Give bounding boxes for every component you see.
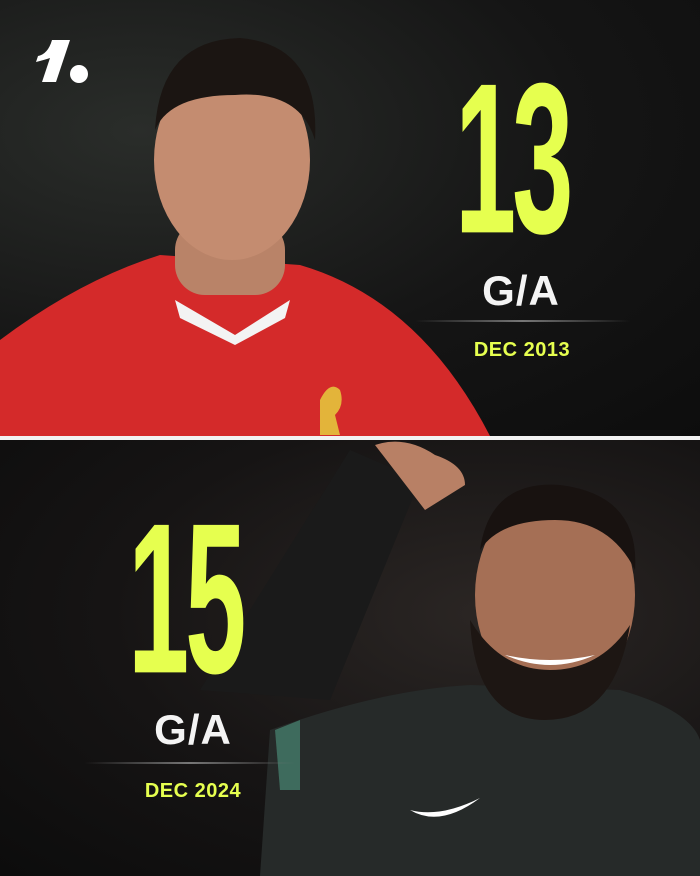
player-photo-top xyxy=(0,38,490,436)
stat-value: 15 xyxy=(128,479,246,720)
divider-line xyxy=(85,762,295,764)
onefootball-logo-icon xyxy=(36,40,88,83)
stat-date: DEC 2013 xyxy=(473,339,571,361)
panel-divider xyxy=(0,436,700,440)
divider-line xyxy=(415,320,630,322)
stat-metric: G/A xyxy=(154,706,232,753)
stat-metric: G/A xyxy=(482,267,560,314)
top-panel: 13 G/A DEC 2013 xyxy=(0,0,700,436)
stat-value: 13 xyxy=(455,39,573,280)
stat-date: DEC 2024 xyxy=(144,780,242,802)
player-photo-bottom xyxy=(200,441,700,876)
bottom-panel: 15 G/A DEC 2024 xyxy=(0,440,700,876)
